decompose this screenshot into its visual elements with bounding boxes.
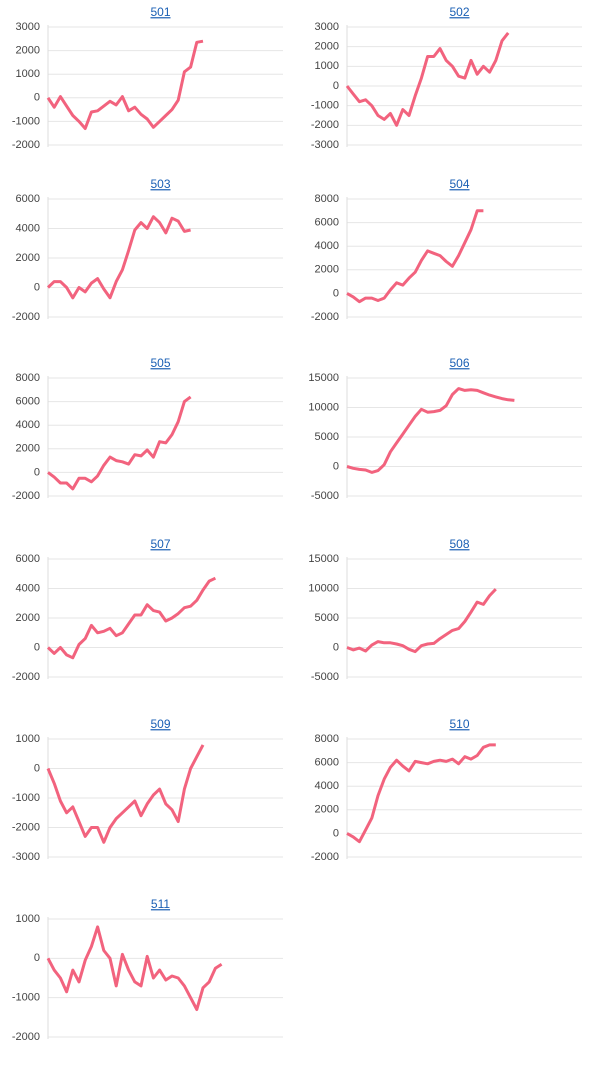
chart-title[interactable]: 505 bbox=[150, 356, 170, 370]
y-tick-label: 2000 bbox=[315, 804, 339, 816]
y-tick-label: 0 bbox=[34, 281, 40, 293]
data-line bbox=[345, 31, 510, 127]
y-tick-label: 5000 bbox=[315, 612, 339, 624]
y-tick-label: -3000 bbox=[311, 139, 339, 151]
y-tick-label: -1000 bbox=[311, 100, 339, 112]
y-tick-label: 0 bbox=[34, 762, 40, 774]
data-line bbox=[46, 215, 191, 300]
y-tick-label: -2000 bbox=[12, 1031, 40, 1043]
y-tick-label: 0 bbox=[34, 641, 40, 653]
data-line bbox=[346, 743, 496, 844]
y-tick-label: 4000 bbox=[16, 582, 40, 594]
data-line bbox=[46, 576, 217, 660]
y-tick-label: -5000 bbox=[311, 490, 339, 502]
y-tick-label: 8000 bbox=[315, 733, 339, 745]
chart-title[interactable]: 510 bbox=[449, 717, 469, 731]
y-tick-label: 0 bbox=[333, 641, 339, 653]
chart-title[interactable]: 508 bbox=[449, 537, 469, 551]
y-tick-label: -3000 bbox=[12, 851, 40, 863]
y-tick-label: -2000 bbox=[311, 851, 339, 863]
y-tick-label: 0 bbox=[333, 460, 339, 472]
y-tick-label: 10000 bbox=[308, 401, 339, 413]
y-tick-label: 0 bbox=[34, 466, 40, 478]
y-tick-label: 4000 bbox=[16, 222, 40, 234]
y-tick-label: 2000 bbox=[16, 612, 40, 624]
y-tick-label: 1000 bbox=[16, 68, 40, 80]
y-tick-label: -2000 bbox=[311, 311, 339, 323]
y-tick-label: 2000 bbox=[16, 252, 40, 264]
y-tick-label: 3000 bbox=[16, 21, 40, 33]
y-tick-label: -2000 bbox=[12, 671, 40, 683]
y-tick-label: 4000 bbox=[315, 780, 339, 792]
chart-title[interactable]: 504 bbox=[449, 177, 469, 191]
y-tick-label: 2000 bbox=[16, 443, 40, 455]
y-tick-label: 0 bbox=[333, 827, 339, 839]
data-line bbox=[46, 744, 205, 844]
y-tick-label: 1000 bbox=[16, 913, 40, 925]
y-tick-label: 4000 bbox=[315, 240, 339, 252]
chart-title[interactable]: 501 bbox=[150, 5, 170, 19]
y-tick-label: 8000 bbox=[315, 193, 339, 205]
y-tick-label: 2000 bbox=[16, 45, 40, 57]
y-tick-label: 15000 bbox=[308, 553, 339, 565]
y-tick-label: 3000 bbox=[315, 21, 339, 33]
y-tick-label: -2000 bbox=[12, 490, 40, 502]
y-tick-label: -5000 bbox=[311, 671, 339, 683]
y-tick-label: -2000 bbox=[12, 311, 40, 323]
chart-title[interactable]: 503 bbox=[150, 177, 170, 191]
y-tick-label: 10000 bbox=[308, 582, 339, 594]
data-line bbox=[346, 209, 484, 304]
chart-title[interactable]: 511 bbox=[151, 897, 170, 911]
y-tick-label: 1000 bbox=[16, 733, 40, 745]
y-tick-label: 6000 bbox=[315, 217, 339, 229]
y-tick-label: -1000 bbox=[12, 115, 40, 127]
y-tick-label: 6000 bbox=[315, 757, 339, 769]
data-line bbox=[346, 387, 515, 474]
chart-title[interactable]: 502 bbox=[449, 5, 469, 19]
y-tick-label: 2000 bbox=[315, 41, 339, 53]
y-tick-label: 0 bbox=[333, 287, 339, 299]
y-tick-label: 6000 bbox=[16, 396, 40, 408]
chart-title[interactable]: 509 bbox=[150, 717, 170, 731]
chart-title[interactable]: 507 bbox=[150, 537, 170, 551]
y-tick-label: -2000 bbox=[12, 821, 40, 833]
data-line bbox=[346, 588, 497, 654]
y-tick-label: 4000 bbox=[16, 419, 40, 431]
y-tick-label: -2000 bbox=[12, 139, 40, 151]
y-tick-label: -1000 bbox=[12, 992, 40, 1004]
y-tick-label: 6000 bbox=[16, 553, 40, 565]
y-tick-label: 0 bbox=[34, 952, 40, 964]
y-tick-label: 0 bbox=[333, 80, 339, 92]
y-tick-label: 1000 bbox=[315, 60, 339, 72]
y-tick-label: -1000 bbox=[12, 792, 40, 804]
y-tick-label: 5000 bbox=[315, 431, 339, 443]
y-tick-label: 0 bbox=[34, 92, 40, 104]
data-line bbox=[47, 395, 192, 491]
y-tick-label: 8000 bbox=[16, 372, 40, 384]
y-tick-label: 2000 bbox=[315, 264, 339, 276]
data-line bbox=[46, 39, 204, 130]
y-tick-label: 6000 bbox=[16, 193, 40, 205]
chart-title[interactable]: 506 bbox=[449, 356, 469, 370]
y-tick-label: 15000 bbox=[308, 372, 339, 384]
y-tick-label: -2000 bbox=[311, 119, 339, 131]
data-line bbox=[46, 925, 223, 1011]
